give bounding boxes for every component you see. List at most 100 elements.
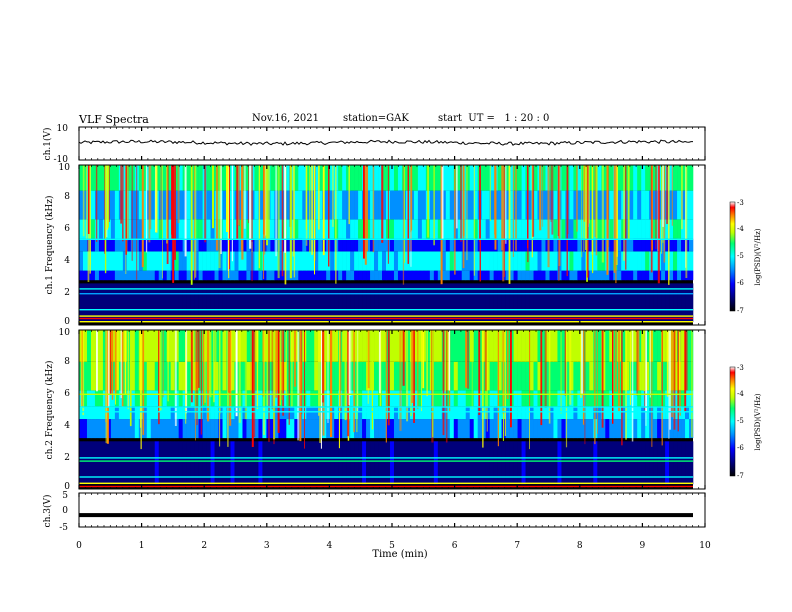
sferic-streak	[237, 165, 240, 226]
spectrogram-cell	[150, 238, 156, 252]
spectrogram-cell	[629, 270, 634, 281]
spectrogram-cell	[174, 361, 179, 391]
spectrogram-cell	[433, 441, 439, 485]
sferic-streak	[85, 165, 87, 240]
spectrogram-cell	[637, 270, 642, 281]
spectrogram-cell	[597, 219, 602, 239]
spectrogram-cell	[645, 361, 650, 391]
spectrogram-cell	[362, 390, 367, 407]
spectrogram-cell	[465, 190, 471, 220]
spectrogram-cell	[374, 251, 379, 271]
sferic-streak	[581, 330, 583, 395]
spectrogram-cell	[529, 251, 534, 271]
spectrogram-cell	[358, 219, 363, 239]
sferic-streak	[82, 330, 85, 416]
spectrogram-cell	[653, 165, 658, 191]
sferic-streak	[494, 165, 497, 250]
spectrogram-cell	[138, 441, 144, 485]
sferic-streak	[277, 330, 280, 433]
spectrogram-cell	[358, 165, 363, 191]
spectrogram-cell	[617, 251, 622, 271]
spectrogram-cell	[114, 406, 120, 420]
sferic-streak	[195, 330, 196, 441]
spectrogram-cell	[79, 283, 84, 322]
sferic-streak	[547, 165, 550, 268]
spectrogram-cell	[665, 251, 670, 271]
sferic-streak	[613, 165, 616, 273]
spectrogram-cell	[637, 283, 642, 322]
spectrogram-cell	[326, 270, 331, 281]
spectrogram-cell	[689, 361, 694, 391]
spectrogram-cell	[202, 270, 207, 281]
spectrogram-cell	[302, 165, 307, 191]
spectrogram-cell	[314, 419, 319, 439]
spectrogram-cell	[142, 251, 148, 271]
spectrogram-cell	[378, 190, 383, 220]
spectrogram-cell	[106, 283, 112, 322]
spectrogram-cell	[677, 238, 682, 252]
spectrogram-cell	[661, 406, 666, 420]
spectrogram-cell	[433, 219, 439, 239]
sferic-streak	[576, 165, 578, 232]
spectrogram-cell	[342, 441, 347, 485]
sferic-streak	[506, 330, 509, 399]
sferic-streak	[370, 330, 372, 391]
spectrogram-cell	[537, 361, 542, 391]
spectrogram-cell	[577, 251, 582, 271]
spectrogram-cell	[653, 219, 658, 239]
spectrogram-cell	[274, 270, 279, 281]
spectrogram-cell	[174, 238, 179, 252]
spectrogram-cell	[481, 419, 486, 439]
spectrogram-cell	[417, 190, 423, 220]
spectrogram-cell	[166, 419, 171, 439]
spectrogram-cell	[314, 251, 319, 271]
spectrogram-cell	[625, 330, 630, 362]
spectrogram-cell	[354, 441, 359, 485]
spectrogram-cell	[425, 390, 431, 407]
spectrogram-cell	[625, 283, 630, 322]
spectrogram-cell	[617, 406, 622, 420]
spectrogram-cell	[457, 419, 463, 439]
spectrogram-cell	[382, 330, 387, 362]
sferic-streak	[109, 330, 112, 396]
spectrogram-cell	[389, 251, 395, 271]
spectrogram-cell	[409, 406, 415, 420]
spectrogram-cell	[469, 406, 475, 420]
sferic-streak	[212, 165, 214, 229]
spectrogram-cell	[186, 270, 191, 281]
spectrogram-cell	[182, 283, 187, 322]
spectrogram-cell	[330, 190, 335, 220]
spectrogram-cell	[210, 406, 215, 420]
spectrogram-cell	[230, 406, 235, 420]
spectrogram-cell	[334, 330, 339, 362]
sferic-streak	[268, 330, 270, 442]
sferic-streak	[685, 330, 688, 391]
spectrogram-cell	[234, 419, 239, 439]
spectrogram-cell	[453, 419, 459, 439]
spectrogram-cell	[242, 390, 247, 407]
spectrogram-cell	[477, 441, 482, 485]
spectrogram-cell	[577, 390, 582, 407]
spectrogram-cell	[609, 419, 614, 439]
spectrogram-cell	[529, 390, 534, 407]
ch1-freq-tick-6: 6	[64, 224, 70, 234]
spectrogram-cell	[545, 283, 550, 322]
spectrogram-cell	[90, 330, 96, 362]
spectrogram-cell	[565, 283, 570, 322]
spectrogram-cell	[513, 270, 518, 281]
spectrogram-cell	[657, 390, 662, 407]
spectrogram-cell	[206, 270, 211, 281]
spectrogram-cell	[246, 361, 251, 391]
ch1-spectrogram	[79, 165, 694, 325]
sferic-streak	[196, 330, 198, 426]
spectrogram-cell	[186, 190, 191, 220]
spectrogram-cell	[94, 238, 100, 252]
spectrogram-cell	[354, 283, 359, 322]
sferic-streak	[661, 330, 663, 407]
spectrogram-cell	[629, 406, 634, 420]
spectrogram-cell	[521, 330, 526, 362]
spectrogram-cell	[318, 270, 323, 281]
spectrogram-cell	[489, 330, 494, 362]
spectrogram-cell	[330, 165, 335, 191]
spectrogram-cell	[429, 283, 435, 322]
